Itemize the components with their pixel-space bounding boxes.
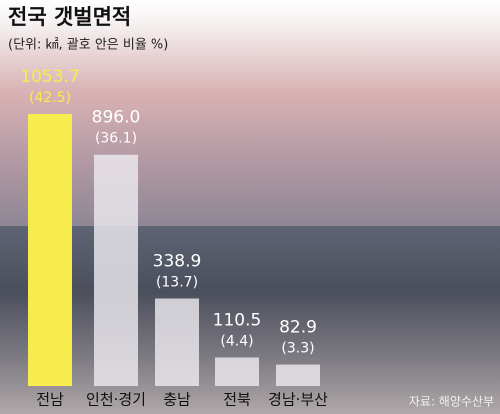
share-label: (4.4) <box>220 333 253 349</box>
bar <box>155 298 199 386</box>
bar <box>28 114 72 386</box>
x-tick-label: 인천·경기 <box>86 391 146 409</box>
share-label: (36.1) <box>95 131 137 147</box>
value-label: 896.0 <box>92 108 141 128</box>
value-label: 82.9 <box>279 318 317 338</box>
share-label: (42.5) <box>29 90 71 106</box>
value-label: 338.9 <box>153 252 202 272</box>
chart-subtitle: (단위: ㎢, 괄호 안은 비율 %) <box>8 38 168 53</box>
bar <box>276 364 320 386</box>
bar <box>215 357 259 386</box>
x-tick-label: 전남 <box>36 391 64 409</box>
value-label: 110.5 <box>213 310 262 330</box>
chart-title: 전국 갯벌면적 <box>8 5 131 29</box>
share-label: (13.7) <box>156 275 198 291</box>
bar <box>94 154 138 386</box>
x-tick-label: 경남·부산 <box>268 391 328 409</box>
x-tick-label: 충남 <box>163 391 191 409</box>
share-label: (3.3) <box>281 341 314 357</box>
source: 자료: 해양수산부 <box>409 395 494 409</box>
x-tick-label: 전북 <box>223 391 251 409</box>
value-label: 1053.7 <box>20 67 79 87</box>
sky <box>0 0 500 226</box>
